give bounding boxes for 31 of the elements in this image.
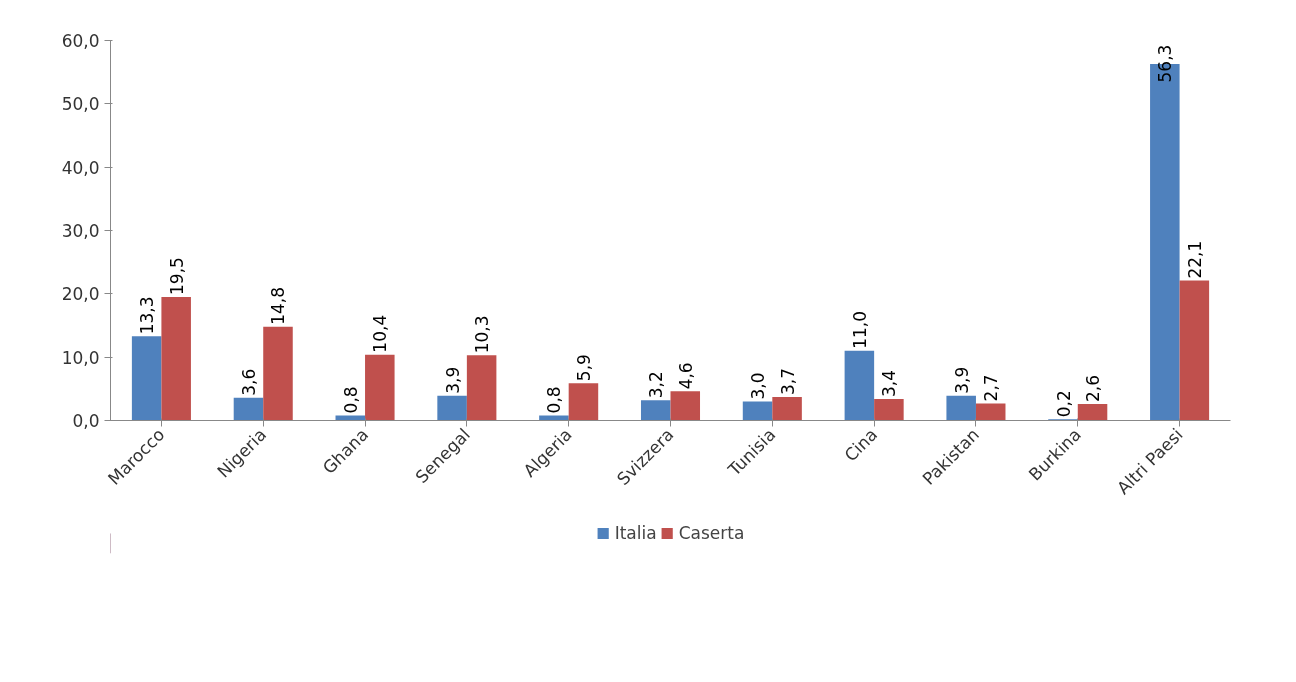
data-label: 56,3: [1155, 44, 1176, 83]
data-label: 2,7: [981, 374, 1002, 402]
data-label: 3,9: [951, 366, 972, 394]
data-label: 0,8: [544, 386, 565, 414]
data-label: 11,0: [849, 310, 870, 349]
data-label: 2,6: [1083, 374, 1104, 403]
y-tick-label: 60,0: [61, 31, 100, 51]
data-label: 3,9: [442, 366, 463, 394]
y-tick-label: 0,0: [72, 411, 100, 431]
y-tick-label: 30,0: [61, 221, 100, 241]
data-label: 10,3: [472, 315, 493, 354]
legend-label: Caserta: [678, 523, 745, 543]
data-label: 3,0: [748, 372, 769, 400]
y-tick-label: 10,0: [61, 347, 100, 368]
data-label: 3,2: [646, 371, 667, 399]
y-tick-label: 50,0: [61, 94, 100, 115]
data-label: 13,3: [137, 296, 158, 335]
data-label: 5,9: [573, 354, 594, 382]
data-label: 4,6: [675, 362, 696, 390]
legend-label: Italia: [614, 523, 657, 543]
data-label: 3,7: [777, 368, 798, 396]
y-tick-label: 20,0: [61, 284, 100, 305]
data-label: 3,4: [879, 369, 900, 397]
y-tick-label: 40,0: [61, 157, 100, 178]
data-label: 22,1: [1184, 240, 1205, 279]
data-label: 0,8: [340, 386, 361, 414]
data-label: 0,2: [1053, 390, 1074, 418]
data-label: 10,4: [370, 314, 391, 353]
data-label: 14,8: [268, 286, 289, 325]
data-label: 3,6: [238, 368, 259, 396]
data-label: 19,5: [166, 257, 187, 295]
